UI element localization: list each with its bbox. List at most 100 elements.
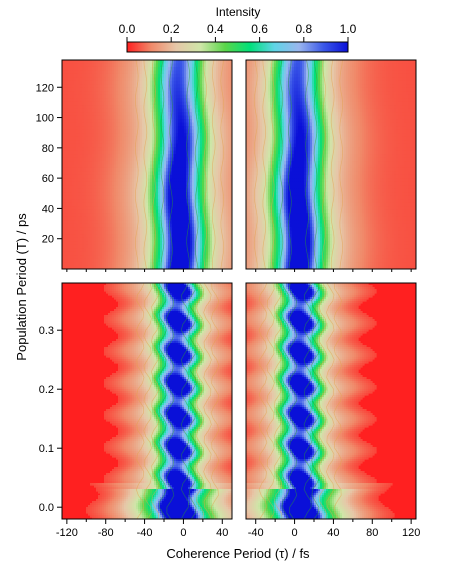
- heatmap-cell: [118, 223, 121, 228]
- heatmap-cell: [166, 73, 169, 79]
- heatmap-cell: [176, 230, 179, 235]
- heatmap-cell: [186, 202, 189, 207]
- heatmap-cell: [216, 251, 219, 256]
- heatmap-cell: [212, 181, 215, 186]
- heatmap-cell: [158, 94, 161, 99]
- heatmap-cell: [132, 94, 135, 99]
- heatmap-cell: [226, 244, 229, 249]
- heatmap-cell: [84, 150, 87, 155]
- heatmap-cell: [170, 206, 173, 211]
- heatmap-cell: [146, 84, 149, 89]
- heatmap-cell: [186, 80, 189, 85]
- heatmap-cell: [210, 209, 213, 214]
- heatmap-cell: [222, 129, 225, 134]
- heatmap-cell: [206, 60, 209, 65]
- heatmap-cell: [98, 150, 101, 155]
- heatmap-cell: [218, 174, 221, 180]
- heatmap-cell: [154, 244, 157, 249]
- heatmap-cell: [118, 262, 121, 267]
- heatmap-cell: [112, 171, 115, 176]
- heatmap-cell: [124, 171, 127, 176]
- heatmap-cell: [78, 216, 81, 221]
- heatmap-cell: [86, 206, 89, 211]
- colorbar-tick-label: 0.8: [295, 22, 312, 36]
- heatmap-cell: [152, 237, 155, 242]
- heatmap-cell: [162, 157, 165, 162]
- heatmap-cell: [102, 227, 105, 232]
- heatmap-cell: [104, 244, 107, 249]
- heatmap-cell: [148, 181, 151, 186]
- heatmap-cell: [206, 192, 209, 197]
- heatmap-cell: [228, 84, 231, 89]
- heatmap-cell: [68, 223, 71, 228]
- heatmap-cell: [226, 251, 229, 256]
- heatmap-cell: [218, 241, 221, 246]
- heatmap-cell: [70, 188, 73, 193]
- heatmap-cell: [176, 91, 179, 96]
- heatmap-cell: [152, 77, 155, 82]
- heatmap-cell: [144, 63, 147, 68]
- heatmap-cell: [82, 234, 85, 239]
- heatmap-cell: [228, 133, 231, 138]
- heatmap-cell: [82, 202, 85, 207]
- heatmap-cell: [78, 209, 81, 214]
- heatmap-cell: [172, 237, 175, 242]
- heatmap-cell: [102, 157, 105, 162]
- heatmap-cell: [116, 60, 119, 65]
- heatmap-cell: [66, 220, 69, 225]
- heatmap-cell: [88, 220, 91, 225]
- heatmap-cell: [206, 126, 209, 131]
- heatmap-cell: [94, 98, 97, 103]
- heatmap-cell: [140, 122, 143, 127]
- heatmap-cell: [108, 108, 111, 113]
- heatmap-cell: [118, 94, 121, 99]
- heatmap-cell: [174, 115, 177, 120]
- heatmap-cell: [132, 60, 135, 65]
- heatmap-cell: [146, 157, 149, 162]
- heatmap-cell: [78, 70, 81, 75]
- heatmap-cell: [128, 192, 131, 197]
- heatmap-cell: [96, 70, 99, 75]
- heatmap-cell: [106, 119, 109, 124]
- heatmap-cell: [72, 251, 75, 256]
- heatmap-cell: [172, 136, 175, 141]
- heatmap-cell: [104, 119, 107, 124]
- heatmap-cell: [176, 188, 179, 193]
- heatmap-cell: [84, 192, 87, 197]
- heatmap-cell: [214, 60, 217, 65]
- heatmap-cell: [190, 154, 193, 159]
- heatmap-cell: [214, 181, 217, 186]
- heatmap-cell: [92, 171, 95, 176]
- heatmap-cell: [92, 98, 95, 103]
- heatmap-cell: [228, 136, 231, 141]
- heatmap-cell: [162, 227, 165, 232]
- heatmap-cell: [110, 112, 113, 117]
- heatmap-cell: [104, 241, 107, 246]
- heatmap-cell: [164, 154, 167, 159]
- heatmap-cell: [126, 154, 129, 159]
- heatmap-cell: [158, 77, 161, 82]
- heatmap-cell: [152, 234, 155, 239]
- heatmap-cell: [120, 80, 123, 85]
- heatmap-cell: [98, 98, 101, 103]
- heatmap-cell: [146, 199, 149, 204]
- heatmap-cell: [112, 161, 115, 166]
- heatmap-cell: [216, 220, 219, 225]
- heatmap-cell: [198, 94, 201, 99]
- heatmap-cell: [82, 262, 85, 267]
- heatmap-cell: [66, 195, 69, 200]
- heatmap-cell: [150, 98, 153, 103]
- heatmap-cell: [178, 185, 181, 190]
- heatmap-cell: [212, 112, 215, 117]
- heatmap-cell: [182, 98, 185, 103]
- heatmap-cell: [140, 185, 143, 190]
- heatmap-cell: [134, 234, 137, 239]
- heatmap-cell: [92, 234, 95, 239]
- heatmap-cell: [158, 143, 161, 148]
- heatmap-cell: [70, 66, 73, 72]
- heatmap-cell: [78, 101, 81, 106]
- heatmap-cell: [134, 133, 137, 138]
- heatmap-cell: [110, 136, 113, 141]
- heatmap-cell: [114, 213, 117, 218]
- heatmap-cell: [74, 70, 77, 75]
